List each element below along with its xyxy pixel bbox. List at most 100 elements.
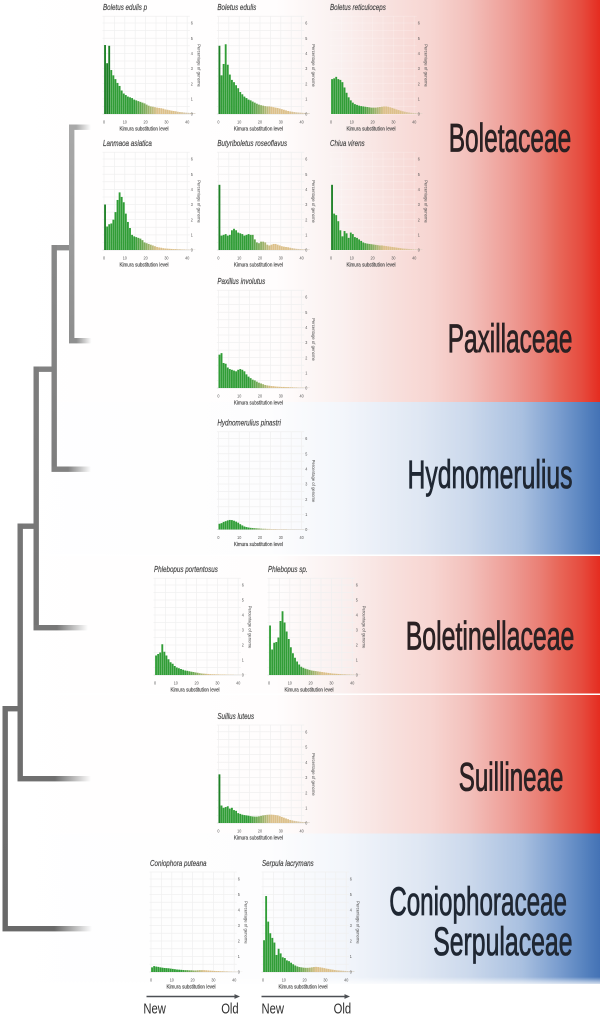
- svg-text:2: 2: [418, 81, 420, 87]
- svg-text:5: 5: [305, 172, 307, 178]
- svg-text:40: 40: [300, 829, 304, 835]
- svg-text:1: 1: [350, 954, 352, 960]
- svg-text:3: 3: [305, 66, 307, 72]
- svg-text:10: 10: [237, 829, 241, 835]
- svg-text:30: 30: [164, 120, 168, 126]
- svg-text:Boletus reticuloceps: Boletus reticuloceps: [330, 3, 386, 12]
- svg-text:Percentage of genome: Percentage of genome: [196, 180, 202, 223]
- svg-text:1: 1: [191, 97, 193, 103]
- svg-text:4: 4: [350, 908, 352, 914]
- svg-text:6: 6: [191, 157, 193, 163]
- svg-text:0: 0: [191, 248, 193, 254]
- svg-text:Butyriboletus roseoflavus: Butyriboletus roseoflavus: [217, 139, 287, 148]
- svg-text:Percentage of genome: Percentage of genome: [310, 460, 316, 503]
- svg-text:3: 3: [305, 482, 307, 488]
- svg-text:Percentage of genome: Percentage of genome: [243, 901, 249, 944]
- svg-text:20: 20: [309, 681, 313, 687]
- svg-text:3: 3: [242, 628, 244, 634]
- svg-text:0: 0: [191, 112, 193, 118]
- svg-text:4: 4: [238, 908, 240, 914]
- svg-text:1: 1: [305, 97, 307, 103]
- svg-text:Kimura substitution level: Kimura substitution level: [234, 542, 283, 548]
- svg-text:6: 6: [305, 730, 307, 736]
- svg-text:2: 2: [305, 355, 307, 361]
- svg-text:Percentage of genome: Percentage of genome: [310, 44, 316, 87]
- svg-text:20: 20: [303, 978, 307, 984]
- svg-text:3: 3: [305, 202, 307, 208]
- svg-text:40: 40: [300, 535, 304, 541]
- svg-text:4: 4: [191, 187, 193, 193]
- svg-text:1: 1: [356, 658, 358, 664]
- svg-text:0: 0: [418, 248, 420, 254]
- svg-text:Suillus luteus: Suillus luteus: [217, 712, 254, 721]
- svg-text:1: 1: [305, 512, 307, 518]
- svg-text:5: 5: [191, 172, 193, 178]
- svg-text:10: 10: [237, 256, 241, 262]
- svg-text:Percentage of genome: Percentage of genome: [310, 318, 316, 361]
- svg-text:10: 10: [350, 120, 354, 126]
- svg-text:40: 40: [236, 681, 240, 687]
- svg-text:Serpula lacrymans: Serpula lacrymans: [262, 859, 314, 868]
- svg-text:6: 6: [350, 877, 352, 883]
- svg-text:Percentage of genome: Percentage of genome: [196, 44, 202, 87]
- svg-text:0: 0: [242, 673, 244, 679]
- svg-text:2: 2: [418, 217, 420, 223]
- svg-text:20: 20: [144, 120, 148, 126]
- svg-text:20: 20: [258, 535, 262, 541]
- svg-text:30: 30: [211, 978, 215, 984]
- svg-text:Coniophora puteana: Coniophora puteana: [150, 859, 207, 868]
- svg-text:0: 0: [330, 120, 332, 126]
- svg-text:3: 3: [350, 923, 352, 929]
- svg-text:30: 30: [279, 535, 283, 541]
- svg-text:0: 0: [217, 120, 219, 126]
- svg-text:0: 0: [150, 978, 152, 984]
- svg-text:4: 4: [305, 325, 307, 331]
- svg-text:4: 4: [305, 467, 307, 473]
- svg-text:4: 4: [305, 187, 307, 193]
- svg-text:5: 5: [238, 892, 240, 898]
- svg-text:2: 2: [305, 217, 307, 223]
- svg-text:0: 0: [262, 978, 264, 984]
- svg-text:20: 20: [258, 120, 262, 126]
- svg-text:6: 6: [238, 877, 240, 883]
- svg-text:0: 0: [217, 535, 219, 541]
- svg-text:10: 10: [237, 535, 241, 541]
- svg-text:Boletinellaceae: Boletinellaceae: [406, 615, 575, 659]
- svg-text:New: New: [262, 1002, 285, 1018]
- svg-text:Kimura substitution level: Kimura substitution level: [234, 263, 283, 269]
- svg-text:0: 0: [305, 821, 307, 827]
- svg-text:Percentage of genome: Percentage of genome: [310, 180, 316, 223]
- svg-text:6: 6: [418, 21, 420, 27]
- svg-text:0: 0: [238, 970, 240, 976]
- svg-text:3: 3: [418, 66, 420, 72]
- svg-text:Phlebopus sp.: Phlebopus sp.: [268, 565, 308, 574]
- svg-text:40: 40: [412, 120, 416, 126]
- svg-text:6: 6: [242, 583, 244, 589]
- svg-text:40: 40: [300, 120, 304, 126]
- svg-text:Hydnomerulius pinastri: Hydnomerulius pinastri: [217, 419, 281, 428]
- svg-text:0: 0: [268, 681, 270, 687]
- svg-text:20: 20: [371, 120, 375, 126]
- svg-text:40: 40: [185, 256, 189, 262]
- svg-text:40: 40: [412, 256, 416, 262]
- svg-text:Boletaceae: Boletaceae: [449, 117, 572, 161]
- svg-text:Kimura substitution level: Kimura substitution level: [346, 127, 395, 133]
- svg-text:10: 10: [237, 394, 241, 400]
- svg-text:Old: Old: [221, 1002, 238, 1018]
- svg-text:10: 10: [237, 120, 241, 126]
- svg-text:40: 40: [185, 120, 189, 126]
- svg-text:30: 30: [279, 120, 283, 126]
- svg-text:Boletus edulis p: Boletus edulis p: [103, 3, 147, 12]
- svg-text:10: 10: [123, 120, 127, 126]
- svg-text:0: 0: [217, 829, 219, 835]
- svg-text:Kimura substitution level: Kimura substitution level: [166, 985, 215, 991]
- svg-text:Kimura substitution level: Kimura substitution level: [234, 127, 283, 133]
- svg-text:6: 6: [191, 21, 193, 27]
- svg-text:Kimura substitution level: Kimura substitution level: [234, 836, 283, 842]
- svg-text:30: 30: [391, 120, 395, 126]
- svg-text:4: 4: [418, 187, 420, 193]
- svg-text:4: 4: [356, 613, 358, 619]
- svg-text:1: 1: [191, 233, 193, 239]
- svg-text:40: 40: [350, 681, 354, 687]
- svg-text:Kimura substitution level: Kimura substitution level: [278, 985, 327, 991]
